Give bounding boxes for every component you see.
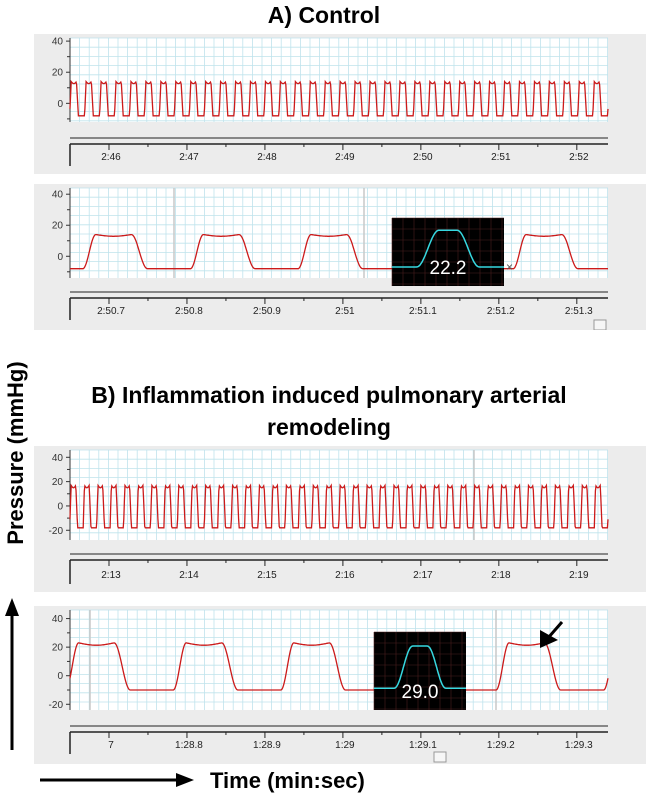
y-tick-label: 20 xyxy=(52,643,64,654)
x-tick-label: 1:29.2 xyxy=(487,740,515,751)
x-axis-label: Time (min:sec) xyxy=(210,768,365,793)
y-tick-label: 0 xyxy=(57,501,63,512)
y-axis-arrow xyxy=(5,598,19,750)
y-tick-label: -20 xyxy=(49,526,64,537)
inset-trace xyxy=(392,229,504,268)
x-tick-label: 2:51.1 xyxy=(409,306,437,317)
pressure-trace xyxy=(69,79,609,117)
y-tick-label: 40 xyxy=(52,453,64,464)
y-tick-label: 0 xyxy=(57,252,63,263)
panel-b-zoom-svg: 40 20 0 -20 29.0 7 1:28.8 1:28.9 1:29 1:29.1 1:29.… xyxy=(49,609,609,763)
x-tick-label: 1:28.9 xyxy=(253,740,281,751)
inset-value-label: 22.2 xyxy=(430,258,467,279)
x-tick-label: 1:29 xyxy=(335,740,355,751)
inset-box xyxy=(392,218,504,286)
x-tick-label: 2:51.2 xyxy=(487,306,515,317)
panel-a-zoom-svg: 40 20 0 22.2 × 2:50.7 2:50.8 2:50.9 2:51 2:51.1 2:… xyxy=(52,187,608,331)
scroll-thumb xyxy=(433,751,447,763)
x-tick-label: 2:48 xyxy=(257,152,277,163)
pressure-trace xyxy=(69,642,609,691)
inset-trace xyxy=(374,645,466,689)
panel-b-title-line1: B) Inflammation induced pulmonary arteri… xyxy=(91,382,567,408)
x-tick-label: 2:13 xyxy=(101,570,121,581)
x-tick-label: 2:19 xyxy=(569,570,589,581)
y-tick-label: 40 xyxy=(52,614,64,625)
pressure-trace xyxy=(70,233,608,270)
y-tick-label: 20 xyxy=(52,477,64,488)
x-tick-label: 2:15 xyxy=(257,570,277,581)
cursor-marker: × xyxy=(506,260,513,274)
x-tick-label: 2:51 xyxy=(335,306,355,317)
y-tick-label: 40 xyxy=(52,190,64,201)
scroll-thumb xyxy=(593,319,607,331)
x-tick-label: 2:16 xyxy=(335,570,355,581)
panel-b-zoom-chart: 40 20 0 -20 29.0 7 1:28.8 1:28.9 1:29 1:29.1 1:29.… xyxy=(34,606,646,764)
x-tick-label: 2:18 xyxy=(491,570,511,581)
annotation-arrow-shaft xyxy=(546,621,564,639)
y-tick-label: 20 xyxy=(52,68,64,79)
x-tick-label: 2:50.9 xyxy=(253,306,281,317)
panel-a-zoom-chart: 40 20 0 22.2 × 2:50.7 2:50.8 2:50.9 2:51 2:51.1 2:… xyxy=(34,184,646,331)
x-tick-label: 2:14 xyxy=(179,570,199,581)
x-axis-arrow xyxy=(40,773,194,787)
x-tick-label: 2:46 xyxy=(101,152,121,163)
y-tick-label: 0 xyxy=(57,99,63,110)
y-tick-label: 40 xyxy=(52,37,64,48)
x-tick-label: 2:47 xyxy=(179,152,199,163)
x-tick-label: 2:49 xyxy=(335,152,355,163)
inset-box xyxy=(374,632,466,710)
x-tick-label: 1:28.8 xyxy=(175,740,203,751)
inset-value-label: 29.0 xyxy=(402,682,439,703)
x-tick-label: 1:29.3 xyxy=(565,740,593,751)
annotation-arrow-head xyxy=(540,630,558,648)
x-tick-label: 2:51.3 xyxy=(565,306,593,317)
y-tick-label: 0 xyxy=(57,671,63,682)
panel-a-title: A) Control xyxy=(267,2,381,28)
x-tick-label: 2:51 xyxy=(491,152,511,163)
panel-a-overview-svg: 40 20 0 2:46 2:47 2:48 2:49 2:50 2:51 2:52 xyxy=(52,37,609,166)
x-tick-label: 2:50.8 xyxy=(175,306,203,317)
panel-b-title-line2: remodeling xyxy=(267,414,391,440)
x-tick-label: 2:50 xyxy=(413,152,433,163)
x-tick-label: 2:52 xyxy=(569,152,589,163)
x-tick-label: 2:17 xyxy=(413,570,433,581)
y-tick-label: 20 xyxy=(52,221,64,232)
panel-b-overview-chart: 40 20 0 -20 2:13 2:14 2:15 2:16 2:17 2:18 2:19 xyxy=(34,446,646,592)
y-tick-label: -20 xyxy=(49,700,64,711)
x-tick-label: 2:50.7 xyxy=(97,306,125,317)
x-tick-label: 1:29.1 xyxy=(409,740,437,751)
x-tick-label: 7 xyxy=(108,740,114,751)
y-axis-label: Pressure (mmHg) xyxy=(3,361,28,545)
panel-a-overview-chart: 40 20 0 2:46 2:47 2:48 2:49 2:50 2:51 2:52 xyxy=(34,34,646,174)
pressure-trace xyxy=(69,483,609,529)
panel-b-overview-svg: 40 20 0 -20 2:13 2:14 2:15 2:16 2:17 2:18 2:19 xyxy=(49,449,609,584)
